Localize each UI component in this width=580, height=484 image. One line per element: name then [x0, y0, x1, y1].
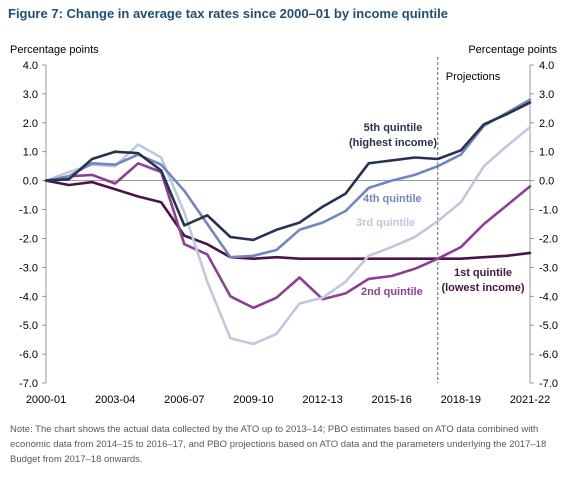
y-tick-label-right: -6.0 — [539, 349, 558, 361]
y-tick-label-left: 2.0 — [23, 118, 38, 130]
series-label-1: 1st quintile (lowest income) — [441, 267, 524, 294]
series-lines — [44, 98, 532, 346]
series-line-1 — [44, 179, 532, 261]
x-tick-label: 2021-22 — [510, 394, 550, 406]
y-tick-label-left: 1.0 — [23, 147, 38, 159]
y-tick-label-right: -1.0 — [539, 205, 558, 217]
y-tick-label-left: -1.0 — [19, 205, 38, 217]
x-tick-label: 2012-13 — [302, 394, 342, 406]
y-axis-label-right: Percentage points — [468, 44, 557, 56]
series-label-4: 4th quintile — [363, 193, 422, 205]
chart-note: Note: The chart shows the actual data co… — [10, 424, 547, 465]
y-tick-label-right: -3.0 — [539, 262, 558, 274]
series-labels: 1st quintile (lowest income) 2nd quintile 3… — [349, 122, 525, 298]
y-tick-label-right: -4.0 — [539, 291, 558, 303]
x-tick-label: 2009-10 — [233, 394, 273, 406]
y-tick-label-left: 0.0 — [23, 176, 38, 188]
series-label-5: 5th quintile (highest income) — [349, 122, 437, 149]
y-tick-label-left: -4.0 — [19, 291, 38, 303]
projection-label: Projections — [446, 71, 501, 83]
series-line-3 — [44, 125, 532, 346]
series-label-2: 2nd quintile — [361, 286, 423, 298]
x-tick-label: 2015-16 — [372, 394, 412, 406]
y-tick-label-right: 4.0 — [539, 60, 554, 72]
y-tick-label-right: -2.0 — [539, 233, 558, 245]
y-tick-label-right: 3.0 — [539, 89, 554, 101]
x-tick-label: 2000-01 — [26, 394, 66, 406]
series-label-3: 3rd quintile — [356, 217, 415, 229]
y-tick-label-right: -5.0 — [539, 320, 558, 332]
y-tick-label-right: 1.0 — [539, 147, 554, 159]
y-tick-label-left: -3.0 — [19, 262, 38, 274]
chart-title: Figure 7: Change in average tax rates si… — [8, 6, 449, 21]
y-tick-label-right: 0.0 — [539, 176, 554, 188]
y-tick-label-left: 3.0 — [23, 89, 38, 101]
y-tick-label-right: 2.0 — [539, 118, 554, 130]
axes: Percentage points Percentage points 4.0 4.0… — [10, 44, 558, 406]
y-tick-label-left: -7.0 — [19, 378, 38, 390]
y-axis-label-left: Percentage points — [10, 44, 99, 56]
y-tick-label-left: -6.0 — [19, 349, 38, 361]
series-line-2 — [44, 162, 532, 310]
y-tick-label-left: -5.0 — [19, 320, 38, 332]
y-tick-label-left: 4.0 — [23, 60, 38, 72]
x-tick-label: 2003-04 — [95, 394, 135, 406]
x-tick-label: 2006-07 — [164, 394, 204, 406]
series-line-5 — [44, 101, 532, 242]
y-tick-label-left: -2.0 — [19, 233, 38, 245]
x-tick-label: 2018-19 — [441, 394, 481, 406]
line-chart: Percentage points Percentage points 4.0 4.0… — [10, 44, 558, 406]
y-tick-label-right: -7.0 — [539, 378, 558, 390]
series-line-4 — [44, 98, 532, 259]
